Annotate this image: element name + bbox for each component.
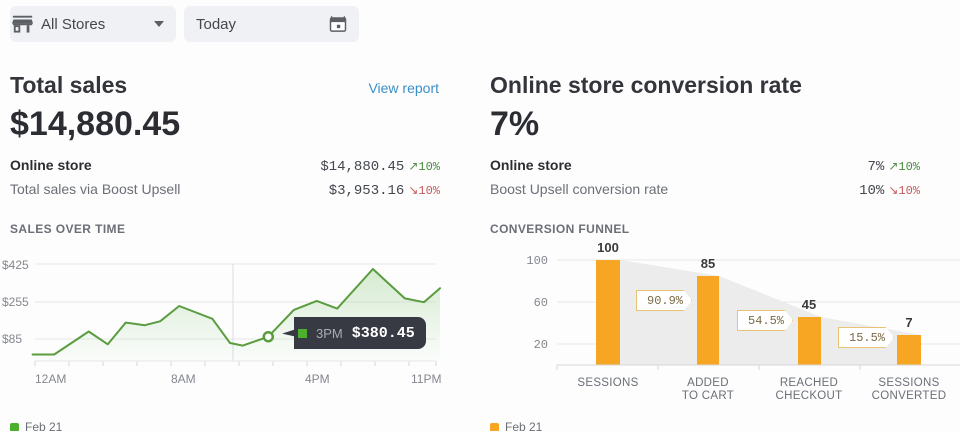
svg-text:ADDED: ADDED (687, 377, 729, 389)
svg-text:7: 7 (905, 315, 912, 330)
svg-text:$425: $425 (2, 258, 29, 272)
svg-text:8AM: 8AM (171, 372, 196, 386)
svg-text:CONVERTED: CONVERTED (872, 390, 947, 402)
svg-text:SESSIONS: SESSIONS (577, 377, 638, 389)
svg-text:CHECKOUT: CHECKOUT (776, 390, 843, 402)
svg-text:45: 45 (802, 297, 816, 312)
svg-text:60: 60 (534, 296, 548, 310)
svg-text:$85: $85 (2, 332, 22, 346)
svg-text:TO CART: TO CART (682, 390, 734, 402)
svg-text:85: 85 (701, 256, 715, 271)
svg-text:REACHED: REACHED (780, 377, 838, 389)
svg-text:20: 20 (534, 338, 548, 352)
svg-text:100: 100 (526, 254, 548, 268)
svg-text:$255: $255 (2, 295, 29, 309)
svg-text:4PM: 4PM (305, 372, 330, 386)
svg-text:12AM: 12AM (35, 372, 66, 386)
svg-text:100: 100 (597, 240, 619, 255)
svg-text:SESSIONS: SESSIONS (878, 377, 939, 389)
svg-text:11PM: 11PM (411, 372, 441, 386)
